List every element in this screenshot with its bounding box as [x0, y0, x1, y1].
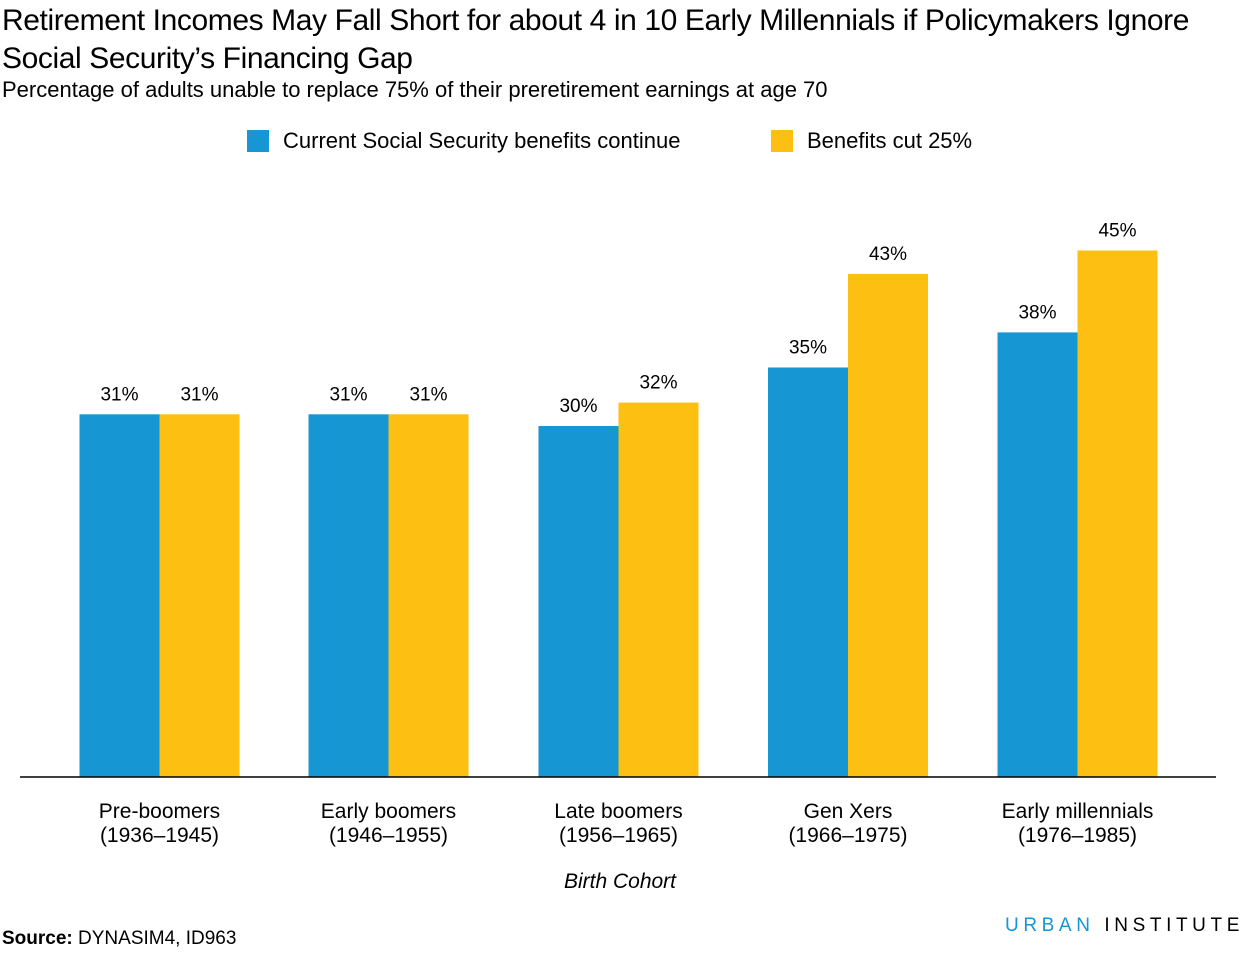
data-label-cut-3: 43% [869, 244, 907, 265]
x-tick-label-3: Gen Xers [804, 800, 893, 823]
x-tick-label-4: Early millennials [1002, 800, 1154, 823]
data-label-cut-0: 31% [180, 384, 218, 405]
source-note: Source: DYNASIM4, ID963 [2, 928, 236, 950]
legend-item-benefits-cut: Benefits cut 25% [771, 124, 972, 158]
data-label-current-3: 35% [789, 338, 827, 359]
x-tick-range-4: (1976–1985) [1018, 824, 1137, 847]
data-label-current-4: 38% [1018, 302, 1056, 323]
logo-institute: INSTITUTE [1104, 915, 1244, 936]
x-axis-title: Birth Cohort [563, 870, 677, 893]
data-label-current-2: 30% [559, 396, 597, 417]
x-tick-range-1: (1946–1955) [329, 824, 448, 847]
x-tick-label-2: Late boomers [554, 800, 682, 823]
logo-urban: URBAN [1005, 915, 1095, 936]
bar-cut-4 [1077, 250, 1158, 777]
chart-title: Retirement Incomes May Fall Short for ab… [2, 4, 1190, 75]
data-label-cut-1: 31% [409, 384, 447, 405]
legend-label-benefits-cut: Benefits cut 25% [807, 128, 973, 153]
data-label-cut-2: 32% [639, 373, 677, 394]
source-text: DYNASIM4, ID963 [72, 928, 237, 949]
bar-cut-1 [388, 414, 469, 777]
bar-current-4 [997, 332, 1078, 777]
bar-cut-3 [848, 273, 928, 777]
x-tick-range-2: (1956–1965) [559, 824, 678, 847]
bar-cut-0 [159, 414, 240, 777]
bar-current-3 [768, 367, 848, 777]
legend-item-current-benefits: Current Social Security benefits continu… [247, 124, 680, 158]
urban-institute-logo: URBAN INSTITUTE [1005, 915, 1244, 937]
chart-subtitle: Percentage of adults unable to replace 7… [2, 77, 828, 102]
legend-swatch-current-benefits [247, 130, 269, 152]
legend-label-current-benefits: Current Social Security benefits continu… [283, 128, 681, 153]
bar-current-1 [308, 414, 389, 777]
data-label-cut-4: 45% [1098, 221, 1136, 242]
legend-swatch-benefits-cut [771, 130, 793, 152]
bar-cut-2 [618, 402, 699, 777]
bar-chart: 31% 31% Pre-boomers(1936–1945) 31% 31% Early … [20, 221, 1216, 847]
x-tick-range-3: (1966–1975) [788, 824, 907, 847]
x-tick-label-0: Pre-boomers [99, 800, 220, 823]
x-tick-label-1: Early boomers [321, 800, 456, 823]
data-label-current-1: 31% [329, 384, 367, 405]
bar-current-2 [538, 426, 619, 777]
bar-current-0 [79, 414, 160, 777]
source-label: Source: [2, 928, 73, 949]
data-label-current-0: 31% [100, 384, 138, 405]
x-tick-range-0: (1936–1945) [100, 824, 219, 847]
legend: Current Social Security benefits continu… [0, 124, 1248, 158]
